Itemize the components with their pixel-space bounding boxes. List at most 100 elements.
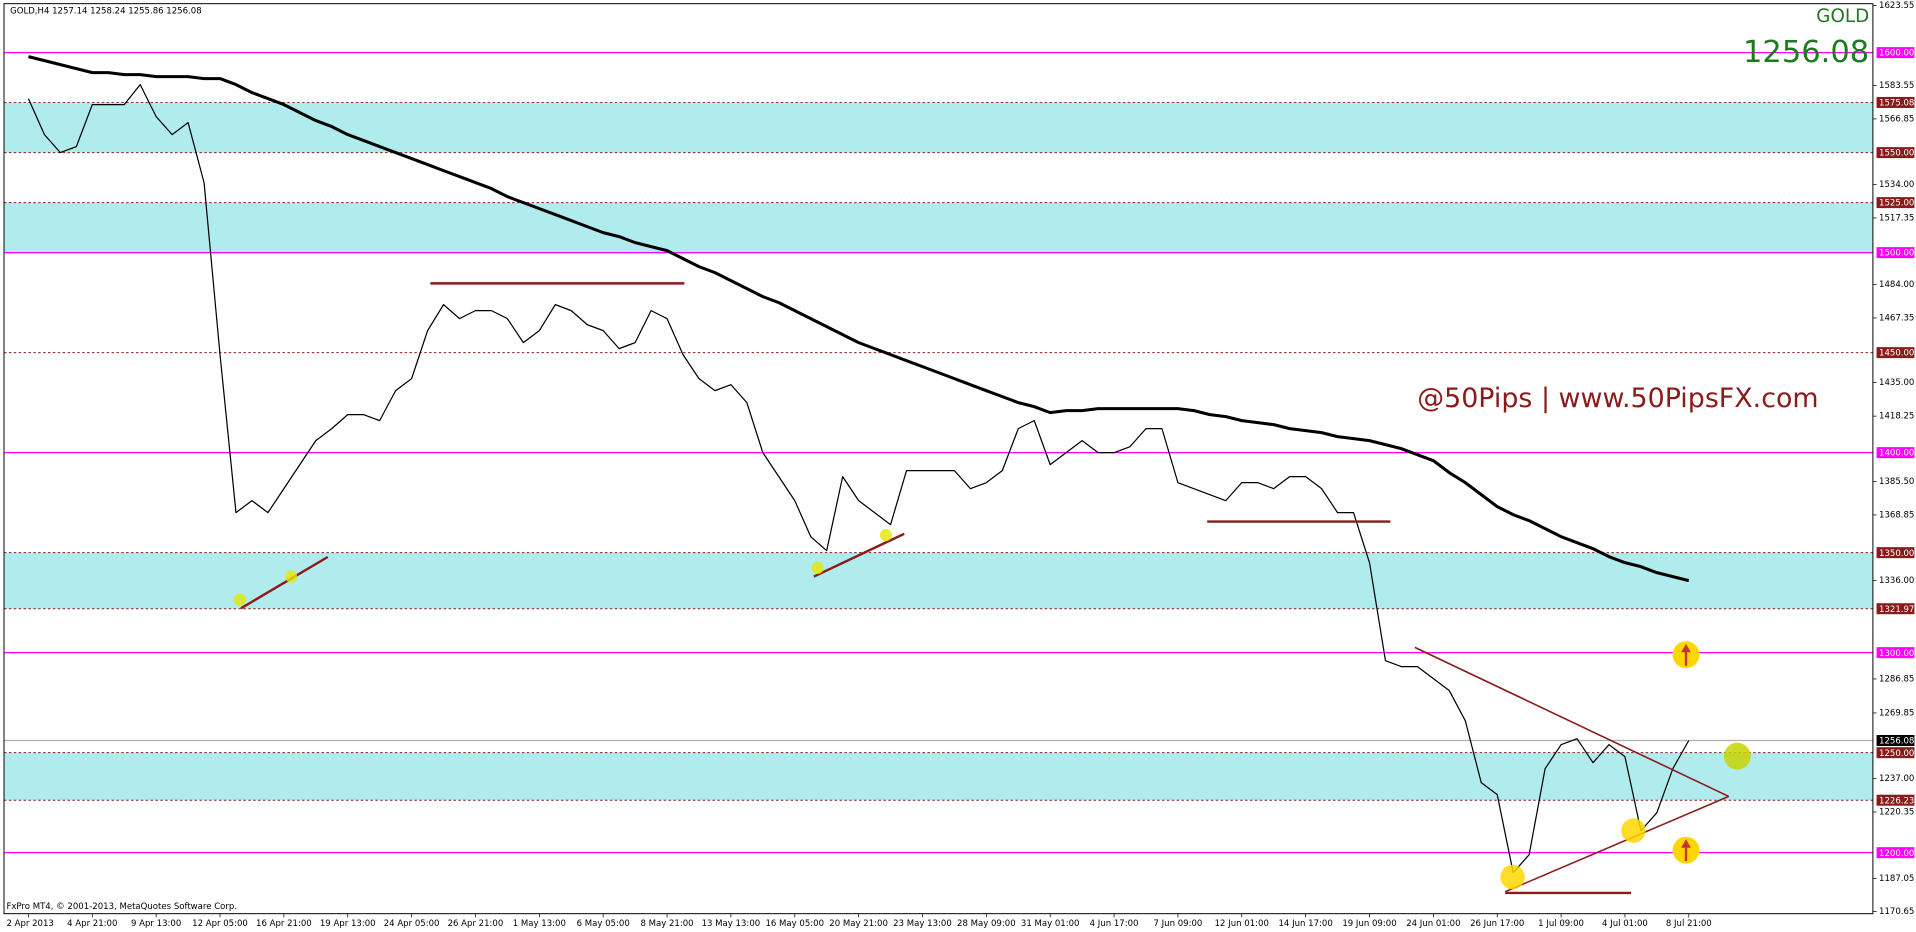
y-tick-label: 1269.85 — [1879, 708, 1914, 718]
zone — [4, 202, 1873, 253]
y-tick-label: 1467.35 — [1879, 313, 1914, 323]
trend-line — [1414, 646, 1730, 798]
y-tick-label: 1170.65 — [1879, 907, 1914, 917]
level-label: 1550.00 — [1879, 149, 1914, 159]
level-label: 1256.08 — [1879, 737, 1914, 747]
level-layer: 1623.55 1583.55 1566.85 1534.00 1517.35 1484.… — [4, 1, 1915, 929]
marker — [1500, 864, 1525, 890]
marker — [879, 528, 893, 542]
level-label: 1321.97 — [1879, 605, 1914, 615]
level-label: 1226.23 — [1879, 796, 1914, 806]
level-label: 1200.00 — [1879, 849, 1914, 859]
y-tick-label: 1220.35 — [1879, 807, 1914, 817]
x-tick-label: 14 Jun 17:00 — [1278, 919, 1332, 929]
y-tick-label: 1623.55 — [1879, 1, 1914, 11]
level-box — [1876, 747, 1915, 759]
x-tick-label: 26 Apr 21:00 — [448, 919, 504, 929]
x-tick-label: 16 Apr 21:00 — [256, 919, 312, 929]
level-box — [1876, 847, 1915, 859]
plot-frame — [3, 3, 1874, 915]
x-tick-label: 13 May 13:00 — [702, 919, 761, 929]
zone-layer — [4, 102, 1873, 801]
level-box — [1876, 47, 1915, 59]
marker — [1621, 818, 1646, 843]
series-layer — [27, 55, 1690, 874]
price-display: 1256.08 — [1743, 35, 1869, 70]
level-box — [1876, 447, 1915, 459]
x-tick-label: 23 May 13:00 — [893, 919, 952, 929]
marker — [1723, 742, 1751, 770]
y-tick-label: 1583.55 — [1879, 81, 1914, 91]
x-tick-label: 26 Jun 17:00 — [1470, 919, 1524, 929]
x-tick-label: 12 Apr 05:00 — [192, 919, 248, 929]
level-box — [1876, 647, 1915, 659]
x-tick-label: 19 Apr 13:00 — [320, 919, 376, 929]
x-tick-label: 9 Apr 13:00 — [131, 919, 181, 929]
watermark: @50Pips | www.50PipsFX.com — [1417, 383, 1818, 414]
trend-line — [813, 532, 905, 578]
x-tick-label: 7 Jun 09:00 — [1153, 919, 1202, 929]
price-line — [28, 55, 1690, 583]
trend-line — [240, 555, 329, 610]
level-label: 1400.00 — [1879, 449, 1914, 459]
y-tick-label: 1286.85 — [1879, 674, 1914, 684]
x-tick-label: 20 May 21:00 — [829, 919, 888, 929]
y-tick-label: 1187.05 — [1879, 874, 1914, 884]
symbol: GOLD — [1816, 6, 1869, 27]
x-tick-label: 24 Jun 01:00 — [1406, 919, 1460, 929]
level-label: 1250.00 — [1879, 749, 1914, 759]
markers — [233, 528, 1751, 890]
level-box — [1876, 147, 1915, 159]
x-tick-label: 2 Apr 2013 — [6, 919, 53, 929]
y-tick-label: 1534.00 — [1879, 180, 1914, 190]
level-box — [1876, 197, 1915, 209]
arrow-up — [1681, 839, 1691, 862]
level-box — [1876, 735, 1915, 746]
x-tick-label: 1 May 13:00 — [513, 919, 566, 929]
y-tick-label: 1566.85 — [1879, 114, 1914, 124]
level-label: 1500.00 — [1879, 249, 1914, 259]
zone — [4, 552, 1873, 609]
y-tick-label: 1435.00 — [1879, 378, 1914, 388]
x-tick-label: 6 May 05:00 — [577, 919, 630, 929]
level-box — [1876, 547, 1915, 559]
level-box — [1876, 96, 1915, 108]
y-tick-label: 1368.85 — [1879, 510, 1914, 520]
x-tick-label: 4 Jul 01:00 — [1602, 919, 1648, 929]
x-tick-label: 24 Apr 05:00 — [384, 919, 440, 929]
x-tick-label: 4 Apr 21:00 — [67, 919, 117, 929]
x-tick-label: 1 Jul 09:00 — [1538, 919, 1584, 929]
y-tick-label: 1484.00 — [1879, 280, 1914, 290]
x-tick-label: 28 May 09:00 — [957, 919, 1016, 929]
zone — [4, 102, 1873, 153]
price-line — [27, 84, 1690, 874]
level-label: 1600.00 — [1879, 49, 1914, 59]
level-label: 1450.00 — [1879, 349, 1914, 359]
x-tick-label: 8 Jul 21:00 — [1666, 919, 1712, 929]
level-label: 1350.00 — [1879, 549, 1914, 559]
level-label: 1525.00 — [1879, 199, 1914, 209]
y-tick-label: 1418.25 — [1879, 412, 1914, 422]
x-tick-label: 8 May 21:00 — [640, 919, 693, 929]
level-box — [1876, 347, 1915, 359]
x-tick-label: 16 May 05:00 — [765, 919, 824, 929]
y-tick-label: 1336.00 — [1879, 576, 1914, 586]
x-tick-label: 19 Jun 09:00 — [1342, 919, 1396, 929]
marker — [233, 593, 246, 606]
trend-line — [1504, 795, 1730, 893]
level-label: 1300.00 — [1879, 649, 1914, 659]
arrow-up — [1681, 643, 1691, 666]
y-tick-label: 1517.35 — [1879, 213, 1914, 223]
level-box — [1876, 247, 1915, 259]
chart-header: GOLD,H4 1257.14 1258.24 1255.86 1256.08 — [10, 6, 202, 16]
x-tick-label: 31 May 01:00 — [1021, 919, 1080, 929]
footer: FxPro MT4, © 2001-2013, MetaQuotes Softw… — [6, 902, 237, 912]
y-tick-label: 1385.50 — [1879, 477, 1914, 487]
x-tick-label: 12 Jun 01:00 — [1215, 919, 1269, 929]
drawings — [240, 282, 1730, 895]
marker — [811, 561, 824, 575]
level-label: 1575.08 — [1879, 99, 1914, 109]
level-box — [1876, 603, 1915, 615]
